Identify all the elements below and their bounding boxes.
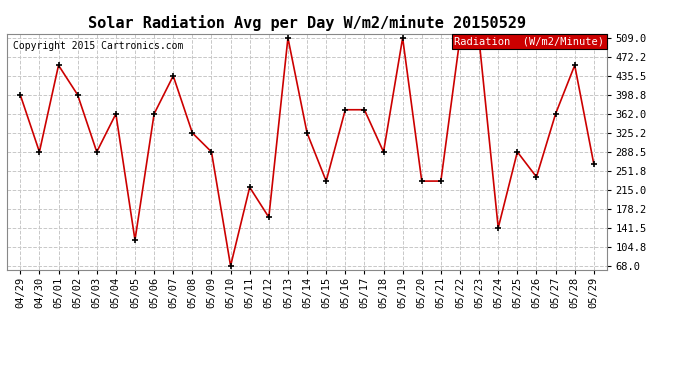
Text: Copyright 2015 Cartronics.com: Copyright 2015 Cartronics.com — [13, 41, 184, 51]
Text: Radiation  (W/m2/Minute): Radiation (W/m2/Minute) — [454, 36, 604, 46]
Title: Solar Radiation Avg per Day W/m2/minute 20150529: Solar Radiation Avg per Day W/m2/minute … — [88, 15, 526, 31]
